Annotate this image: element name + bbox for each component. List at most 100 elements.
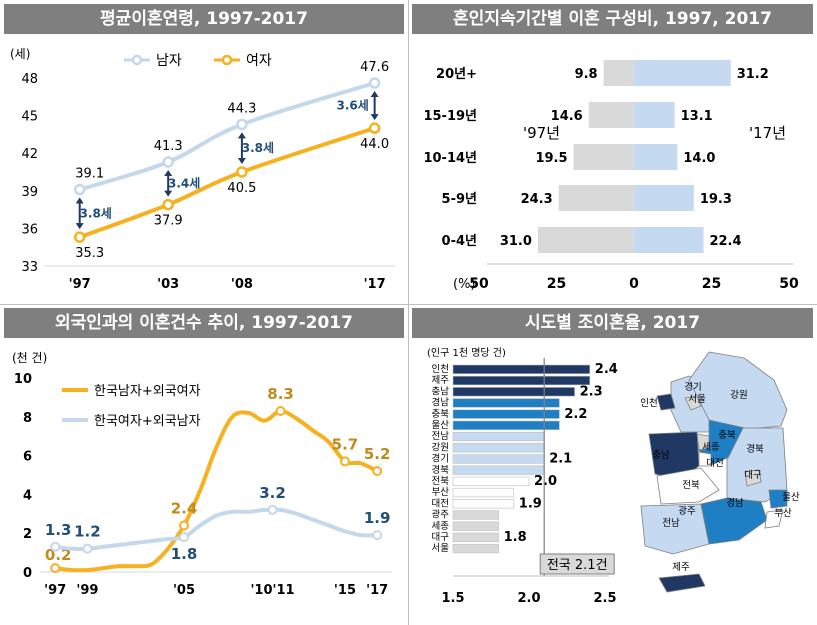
x-tick-label: '97: [44, 583, 66, 598]
bar: [452, 420, 560, 430]
map-label: 울산: [782, 492, 800, 503]
gap-label: 3.8세: [80, 205, 112, 220]
map-label: 전북: [682, 480, 700, 491]
map-label: 경남: [726, 497, 744, 509]
bar: [452, 510, 499, 520]
bar-label-1997: 24.3: [521, 192, 553, 207]
category-label: 경북: [432, 464, 450, 476]
bar: [452, 364, 591, 374]
x-tick-label: 25: [702, 276, 721, 292]
map-region-울산: [768, 489, 788, 509]
gap-label: 3.8세: [242, 140, 274, 155]
category-label: 인천: [432, 364, 449, 375]
national-average-box: [539, 553, 615, 575]
map-label: 경북: [746, 443, 764, 455]
data-point: [275, 405, 286, 416]
data-point: [73, 183, 86, 196]
avg-divorce-age-chart: (세) 33 36 39 42 45 48 '97 '03 '08 '17 남자 여자 3.8세 3.4세 3…: [10, 47, 395, 292]
series-label-2017: '17년: [749, 124, 786, 142]
legend-label: 여자: [246, 53, 272, 69]
y-tick-label: 10: [14, 372, 32, 387]
bar-label-1997: 31.0: [500, 234, 532, 249]
category-label: 전북: [432, 476, 450, 487]
y-tick-label: 2: [23, 527, 32, 542]
map-region-전남: [640, 503, 710, 555]
bar-2017: [634, 144, 678, 170]
data-point: [368, 122, 381, 134]
y-tick-label: 6: [23, 450, 32, 465]
y-tick-label: 8: [23, 411, 32, 426]
bar-1997: [558, 185, 634, 211]
series-line: [79, 81, 376, 192]
bar: [452, 398, 560, 408]
x-tick-label: 0: [629, 276, 639, 292]
data-label: 0.2: [45, 546, 72, 564]
data-point: [236, 118, 248, 131]
gap-arrow-head: [237, 158, 246, 164]
data-label: 1.3: [45, 521, 72, 539]
map-label: 강원: [730, 390, 747, 401]
data-label: 41.3: [154, 139, 183, 154]
data-point: [372, 466, 383, 477]
y-axis-unit: (세): [10, 47, 30, 61]
legend-marker: [131, 54, 143, 66]
data-point: [179, 532, 189, 543]
map-label: 전남: [662, 518, 680, 529]
category-label: 강원: [432, 442, 449, 453]
x-axis-unit: (%): [453, 277, 476, 292]
x-tick-label: '03: [157, 277, 179, 292]
bar: [452, 476, 530, 486]
group-value-label: 2.0: [534, 474, 557, 489]
x-tick-label: '97: [69, 277, 91, 292]
x-tick-label: 1.5: [441, 591, 464, 606]
bar: [452, 443, 545, 453]
x-tick-label: 50: [779, 276, 799, 292]
bar-1997: [588, 102, 634, 128]
map-region-대전: [698, 451, 712, 467]
category-label: 20년+: [436, 67, 477, 82]
gap-label: 3.6세: [336, 98, 368, 113]
data-label: 47.6: [360, 60, 389, 75]
data-label: 35.3: [75, 246, 104, 261]
x-tick-label: '17: [364, 277, 386, 292]
x-tick-label: '05: [173, 583, 195, 598]
data-label: 44.3: [227, 101, 256, 116]
y-tick-label: 36: [21, 222, 38, 237]
series-label-1997: '97년: [523, 124, 560, 142]
bar-label-2017: 22.4: [709, 234, 741, 249]
x-tick-label: '17: [366, 583, 388, 598]
data-label: 37.9: [154, 214, 183, 229]
data-point: [50, 563, 61, 574]
gap-label: 3.4세: [168, 175, 200, 190]
gap-arrow-head: [237, 132, 246, 139]
y-tick-label: 42: [21, 147, 38, 162]
series-line: [54, 507, 378, 551]
map-region-세종: [696, 433, 710, 451]
category-label: 충남: [432, 386, 450, 397]
panel-title-marriage-duration: 혼인지속기간별 이혼 구성비, 1997, 2017: [412, 4, 813, 34]
y-tick-label: 45: [21, 110, 38, 125]
x-tick-label: '10'11: [250, 583, 294, 598]
data-label: 44.0: [360, 137, 389, 152]
map-label: 인천: [640, 398, 657, 409]
map-region-서울: [684, 395, 702, 411]
bar-2017: [634, 227, 704, 253]
gap-arrow-head: [75, 197, 84, 204]
vertical-divider: [408, 0, 409, 625]
category-label: 대구: [432, 532, 450, 543]
map-label: 충남: [652, 450, 670, 461]
map-label: 대구: [744, 470, 762, 481]
group-value-label: 2.2: [564, 407, 587, 422]
category-label: 0-4년: [442, 234, 477, 249]
legend-marker: [221, 54, 233, 66]
panel-title-avg-divorce-age: 평균이혼연령, 1997-2017: [4, 4, 404, 34]
bar-label-1997: 9.8: [575, 67, 598, 82]
category-label: 제주: [432, 375, 450, 386]
map-label: 대전: [706, 458, 723, 469]
legend-label: 한국남자+외국여자: [94, 384, 201, 399]
x-tick-label: 25: [547, 276, 566, 292]
category-label: 5-9년: [442, 192, 477, 207]
bar-1997: [603, 60, 634, 86]
map-label: 경기: [684, 381, 701, 393]
data-point: [179, 520, 189, 531]
